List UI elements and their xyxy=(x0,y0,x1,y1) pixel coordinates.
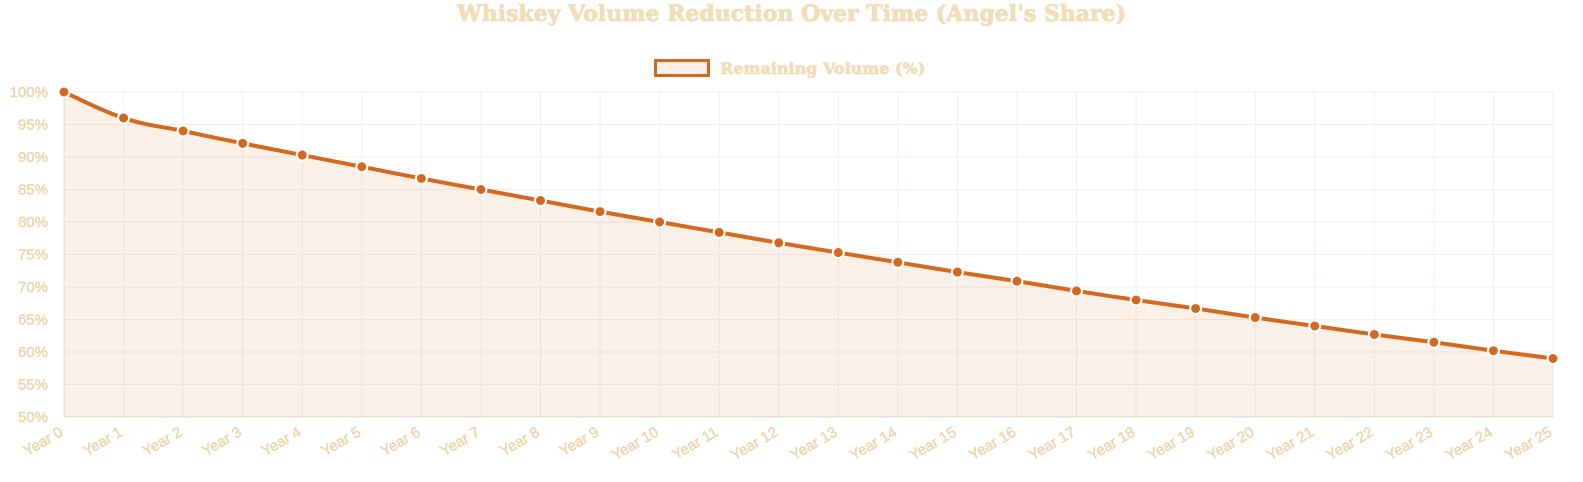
y-tick-label: 70% xyxy=(18,279,48,296)
data-point xyxy=(414,171,428,185)
data-point xyxy=(474,183,488,196)
data-point xyxy=(950,265,964,279)
x-tick-label: Year 23 xyxy=(1383,424,1436,464)
x-tick-label: Year 17 xyxy=(1026,424,1079,464)
y-tick-label: 90% xyxy=(18,149,48,166)
y-tick-label: 60% xyxy=(18,344,48,361)
y-tick-label: 80% xyxy=(18,214,48,231)
data-point xyxy=(1367,327,1381,341)
x-tick-label: Year 16 xyxy=(966,424,1019,464)
chart-title: Whiskey Volume Reduction Over Time (Ange… xyxy=(456,1,1127,27)
x-tick-label: Year 24 xyxy=(1443,424,1496,464)
data-point xyxy=(1248,311,1262,325)
data-point xyxy=(1129,293,1143,307)
x-tick-label: Year 9 xyxy=(556,424,602,460)
y-tick-label: 65% xyxy=(18,312,48,329)
data-point xyxy=(57,85,71,99)
x-tick-label: Year 25 xyxy=(1502,424,1555,464)
x-tick-label: Year 21 xyxy=(1264,424,1317,464)
x-tick-label: Year 0 xyxy=(20,424,66,460)
x-tick-label: Year 20 xyxy=(1204,424,1257,464)
x-tick-label: Year 11 xyxy=(669,424,721,464)
y-tick-label: 75% xyxy=(18,247,48,264)
x-tick-label: Year 5 xyxy=(318,424,364,460)
data-point xyxy=(1070,284,1084,298)
x-tick-label: Year 18 xyxy=(1085,424,1138,464)
data-point xyxy=(831,246,845,260)
data-point xyxy=(593,205,607,219)
data-point xyxy=(117,111,131,125)
legend[interactable]: Remaining Volume (%) xyxy=(654,56,925,80)
data-point xyxy=(1189,301,1203,315)
legend-swatch xyxy=(654,59,710,77)
data-point xyxy=(355,160,369,174)
x-tick-label: Year 10 xyxy=(609,424,662,464)
data-point xyxy=(236,136,250,150)
x-tick-label: Year 7 xyxy=(437,424,483,460)
x-tick-label: Year 15 xyxy=(907,424,960,464)
y-tick-label: 85% xyxy=(18,182,48,199)
data-point xyxy=(653,215,667,229)
data-point xyxy=(295,148,309,162)
data-point xyxy=(712,225,726,239)
data-point xyxy=(891,255,905,269)
y-tick-label: 95% xyxy=(18,117,48,134)
x-tick-label: Year 3 xyxy=(199,424,245,460)
data-point xyxy=(1427,335,1441,349)
x-tick-label: Year 12 xyxy=(728,424,781,464)
x-tick-label: Year 19 xyxy=(1145,424,1198,464)
data-point xyxy=(1546,352,1560,365)
x-tick-label: Year 22 xyxy=(1324,424,1377,464)
data-point xyxy=(533,194,547,208)
data-point xyxy=(176,124,190,138)
x-tick-label: Year 4 xyxy=(259,424,305,460)
x-tick-label: Year 8 xyxy=(497,424,543,460)
data-point xyxy=(1308,319,1322,333)
legend-label: Remaining Volume (%) xyxy=(720,58,926,78)
x-tick-label: Year 1 xyxy=(80,424,126,460)
x-tick-label: Year 13 xyxy=(787,424,840,464)
x-tick-label: Year 2 xyxy=(140,424,186,460)
x-tick-label: Year 6 xyxy=(378,424,424,460)
y-tick-label: 55% xyxy=(18,377,48,394)
y-tick-label: 50% xyxy=(18,409,48,426)
y-tick-label: 100% xyxy=(10,84,48,101)
data-point xyxy=(772,236,786,250)
series-area xyxy=(64,92,1553,417)
data-point xyxy=(1010,274,1024,288)
x-tick-label: Year 14 xyxy=(847,424,900,464)
data-point xyxy=(1486,344,1500,358)
